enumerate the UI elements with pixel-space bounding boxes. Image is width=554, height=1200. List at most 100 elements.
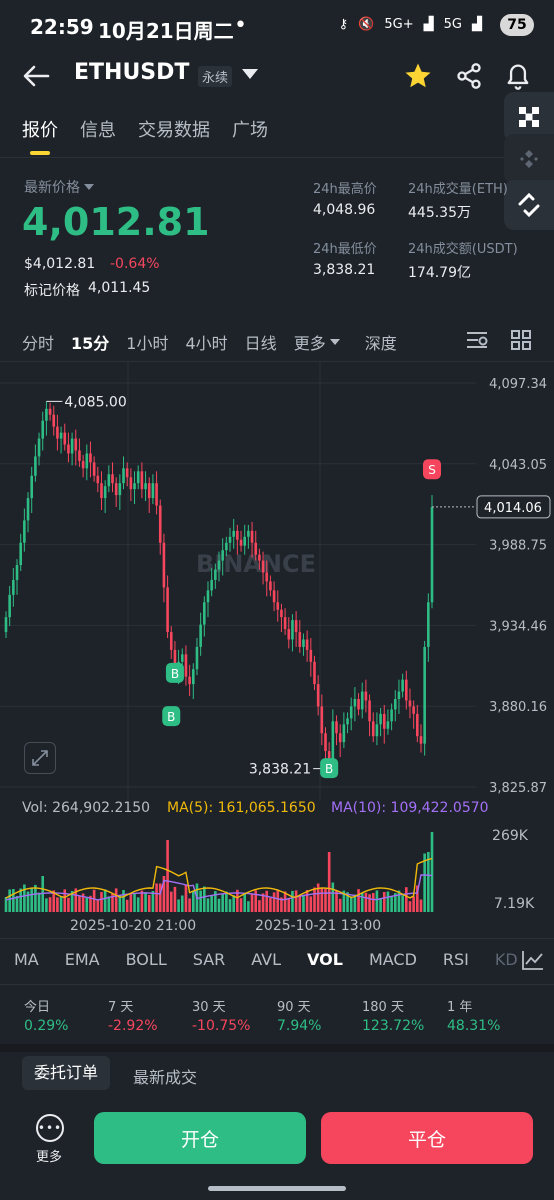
candle-body (133, 483, 136, 490)
interval-depth[interactable]: 深度 (364, 334, 397, 353)
interval-more[interactable]: 更多 (294, 330, 340, 354)
volume-y-bottom: 7.19K (494, 896, 535, 912)
interval-1h[interactable]: 1小时 (126, 334, 169, 353)
candles (4, 401, 434, 769)
volume-bar (404, 887, 408, 912)
candle-body (114, 483, 118, 496)
candle-body (206, 590, 210, 603)
layout-grid-icon[interactable] (511, 330, 531, 350)
volume-bar (63, 889, 67, 912)
candle-body (199, 624, 202, 647)
tab-square[interactable]: 广场 (232, 120, 268, 141)
volume-bar (122, 890, 125, 912)
volume-bar (294, 890, 298, 912)
star-icon[interactable] (403, 61, 433, 91)
candle-body (261, 560, 265, 573)
candle-body (313, 661, 316, 685)
candle-body (302, 639, 305, 647)
close-position-button[interactable]: 平仓 (321, 1112, 533, 1164)
binance-logo-icon (520, 150, 538, 168)
float-menu-button[interactable] (504, 92, 554, 142)
interval-4h[interactable]: 4小时 (185, 334, 228, 353)
last-price-label-row[interactable]: 最新价格 (24, 177, 94, 197)
indicator-sar[interactable]: SAR (192, 950, 226, 969)
signal-label: S (428, 463, 436, 477)
indicator-settings-icon[interactable] (466, 330, 488, 350)
indicator-ema[interactable]: EMA (64, 950, 100, 969)
candle-body (371, 721, 375, 737)
open-position-button[interactable]: 开仓 (94, 1112, 306, 1164)
contract-tag: 永续 (198, 66, 233, 87)
more-icon[interactable]: ••• (36, 1114, 64, 1142)
bell-icon[interactable] (504, 61, 532, 91)
indicator-ma[interactable]: MA (14, 950, 39, 969)
turnover-24h: 174.79亿 (408, 265, 471, 281)
current-price-value: 4,014.06 (484, 501, 542, 516)
indicator-chart-icon[interactable] (522, 950, 544, 970)
performance-label: 90 天 (277, 1000, 311, 1015)
indicator-vol[interactable]: VOL (307, 950, 343, 969)
candle-body (144, 483, 147, 490)
candle-body (353, 699, 357, 707)
indicator-macd[interactable]: MACD (368, 950, 417, 969)
volume-bar (162, 876, 166, 912)
share-icon[interactable] (455, 62, 483, 90)
volume-bar (114, 888, 118, 912)
price-chart[interactable]: BINANCE 4,097.344,043.053,988.753,934.46… (0, 362, 554, 800)
candle-body (180, 654, 184, 662)
volume-bar (327, 852, 331, 912)
interval-timeshare[interactable]: 分时 (22, 334, 55, 353)
performance-item: 1 年 48.31% (447, 996, 500, 1034)
back-arrow-icon[interactable] (22, 64, 50, 88)
candle-body (327, 751, 331, 759)
volume-bar (283, 891, 287, 912)
low-24h-label: 24h最低价 (313, 242, 377, 257)
fullscreen-button[interactable] (24, 742, 56, 774)
performance-item: 90 天 7.94% (277, 996, 321, 1034)
volume-bar (254, 890, 258, 912)
divider (0, 938, 554, 939)
float-swap-button[interactable] (504, 180, 554, 230)
volume-bar (184, 884, 188, 912)
low-marker-label: 3,838.21 (249, 762, 311, 778)
candle-body (346, 718, 349, 725)
tab-open-orders[interactable]: 委托订单 (22, 1056, 111, 1090)
y-tick-label: 3,988.75 (489, 539, 547, 554)
volume-bar (169, 891, 173, 912)
indicator-rsi[interactable]: RSI (442, 950, 469, 969)
candle-body (34, 456, 37, 476)
float-binance-button[interactable] (504, 134, 554, 184)
indicator-avl[interactable]: AVL (251, 950, 282, 969)
indicator-kd[interactable]: KD (494, 950, 518, 969)
usd-price: $4,012.81 (24, 256, 96, 272)
volume-bar (379, 898, 382, 912)
chevron-down-icon[interactable] (242, 69, 258, 79)
buy-signal (162, 706, 181, 727)
volume-bar (56, 897, 59, 912)
performance-row: 今日 0.29% 7 天 -2.92% 30 天 -10.75% 90 天 7.94% 180 … (24, 996, 544, 1036)
volume-bar (158, 883, 162, 912)
performance-value: 0.29% (24, 1018, 69, 1034)
candle-body (67, 444, 70, 454)
tab-info[interactable]: 信息 (80, 120, 116, 141)
candle-body (379, 713, 382, 725)
candle-body (349, 706, 353, 719)
more-label[interactable]: 更多 (36, 1150, 63, 1165)
symbol-title[interactable]: ETHUSDT (74, 60, 190, 85)
candle-body (85, 453, 89, 469)
y-tick-label: 3,934.46 (489, 619, 547, 634)
interval-1d[interactable]: 日线 (244, 334, 277, 353)
mark-price: 4,011.45 (88, 280, 151, 296)
candle-body (56, 426, 59, 439)
indicator-boll[interactable]: BOLL (125, 950, 167, 969)
volume-ma5: MA(5): 161,065.1650 (167, 800, 316, 816)
volume-bar (357, 889, 360, 912)
interval-15m[interactable]: 15分 (71, 334, 110, 353)
section-gap (0, 1044, 554, 1052)
tab-latest-trades[interactable]: 最新成交 (133, 1068, 198, 1087)
tab-quote[interactable]: 报价 (22, 120, 58, 141)
candle-body (118, 483, 122, 496)
candle-body (122, 468, 125, 484)
volume-bar (103, 889, 107, 912)
tab-trading-data[interactable]: 交易数据 (138, 120, 210, 141)
